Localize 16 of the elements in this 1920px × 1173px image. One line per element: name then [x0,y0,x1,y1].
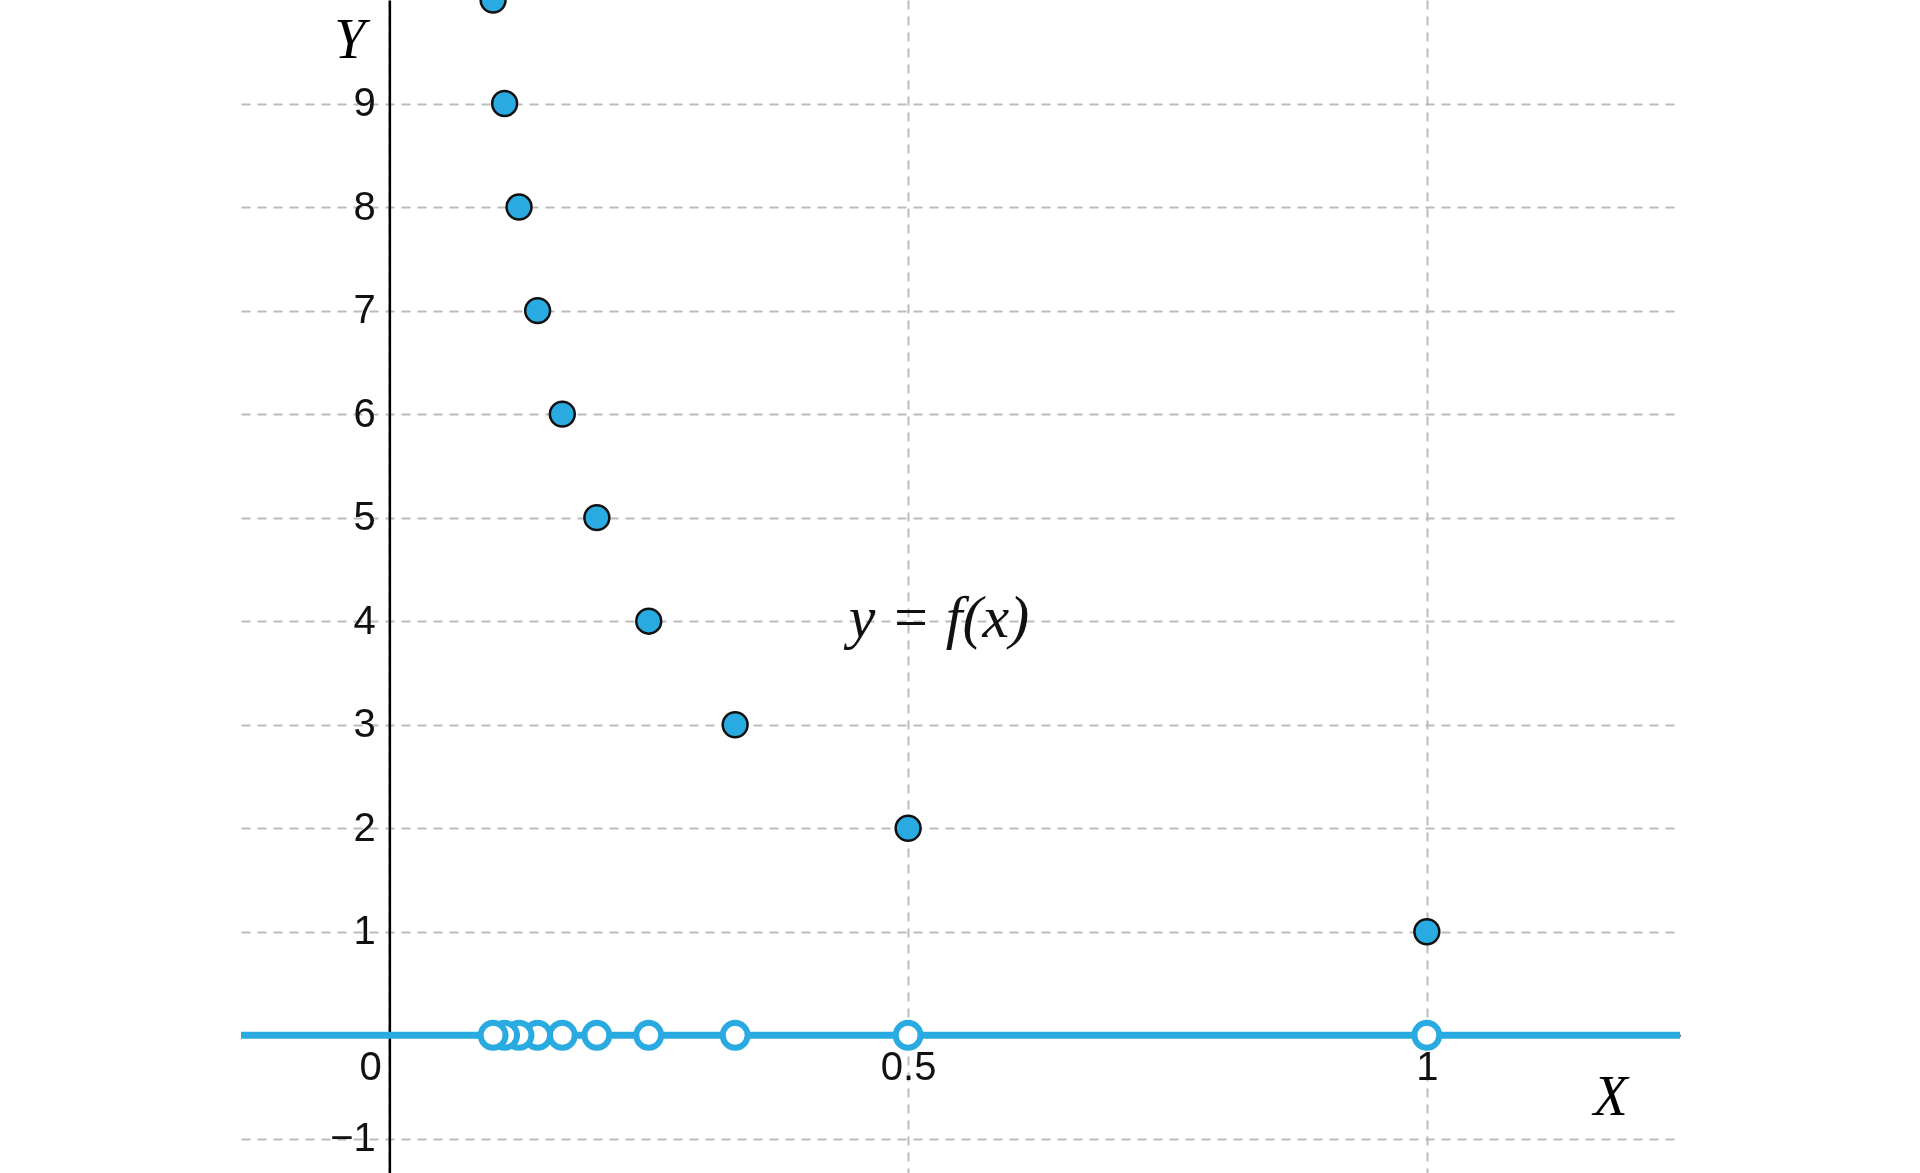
x-tick-label: 1 [1416,1043,1439,1088]
y-tick-label: 3 [353,701,376,746]
y-tick-label: 1 [353,908,376,953]
y-tick-label: 5 [353,494,376,539]
y-tick-label: 7 [353,287,376,332]
y-tick-label: 6 [353,390,376,435]
annotation: y = f(x) [842,584,1030,651]
x-tick-label: 0.5 [880,1043,937,1088]
y-tick-label: 4 [353,597,376,642]
y-tick-label: −1 [330,1115,376,1160]
y-tick-label: 9 [353,80,376,125]
y-tick-label: 2 [353,804,376,849]
x-tick-label: 0 [359,1043,382,1088]
y-tick-label: 8 [353,183,376,228]
y-axis-title: Y [334,7,372,70]
x-axis-title: X [1591,1064,1631,1127]
